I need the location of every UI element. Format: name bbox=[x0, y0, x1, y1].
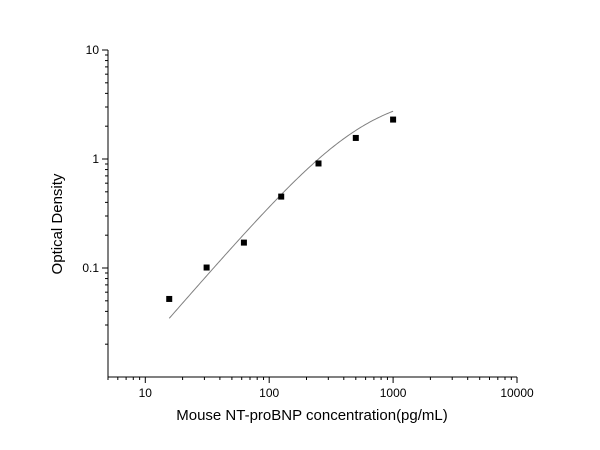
fit-curve bbox=[168, 110, 394, 319]
x-axis-title: Mouse NT-proBNP concentration(pg/mL) bbox=[176, 407, 448, 424]
data-point bbox=[203, 264, 210, 271]
data-point bbox=[278, 193, 285, 200]
x-tick-label: 100 bbox=[259, 386, 279, 400]
x-tick-label: 10000 bbox=[500, 386, 534, 400]
data-point bbox=[166, 295, 173, 302]
plot-area: 10 100 1000 10000 0.1 1 10 bbox=[82, 43, 534, 400]
data-point bbox=[390, 116, 397, 123]
data-point bbox=[315, 160, 322, 167]
y-axis-title: Optical Density bbox=[49, 173, 66, 274]
y-tick-label: 0.1 bbox=[82, 261, 99, 275]
y-tick-label: 10 bbox=[86, 43, 100, 57]
x-tick-label: 1000 bbox=[380, 386, 407, 400]
x-tick-label: 10 bbox=[139, 386, 153, 400]
data-point bbox=[240, 239, 247, 246]
y-tick-label: 1 bbox=[92, 152, 99, 166]
data-point bbox=[352, 134, 359, 141]
